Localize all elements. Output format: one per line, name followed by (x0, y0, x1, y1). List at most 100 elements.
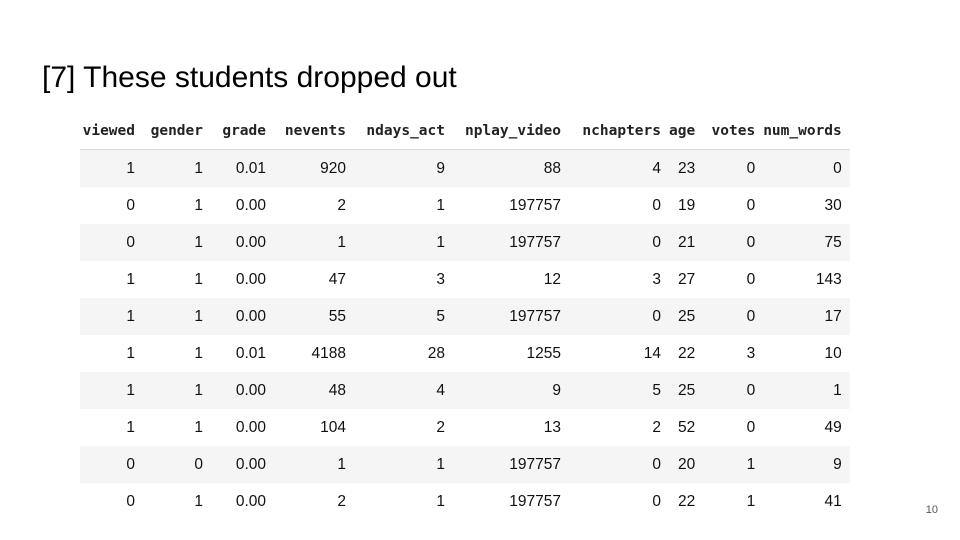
table-cell: 1 (436, 492, 445, 510)
table-cell: 1 (126, 270, 135, 288)
table-cell: 47 (328, 270, 346, 288)
table-cell: 0 (703, 224, 764, 261)
table-row: 0 1 0.00 1 1 197757 0 21 0 75 (80, 224, 850, 261)
table-cell: 25 (669, 298, 704, 335)
table-body: 1 1 0.01 920 9 88 4 23 0 0 0 1 0.00 2 1 197757 0 19 0 30 0 1 0… (80, 149, 850, 521)
table-cell: 1 (274, 446, 354, 483)
table-cell: 0 (746, 270, 756, 288)
table-row: 1 1 0.01 920 9 88 4 23 0 0 (80, 149, 850, 187)
column-header: nevents (274, 112, 354, 150)
table-cell: 25 (669, 372, 704, 409)
table-cell: 0 (569, 224, 669, 261)
table-row: 1 1 0.00 104 2 13 2 52 0 49 (80, 409, 850, 446)
table-cell: 0 (143, 446, 211, 483)
table-cell: 3 (746, 344, 756, 362)
table-cell: 0 (126, 492, 135, 510)
table-cell: 1 (354, 224, 453, 261)
table-cell: 4 (354, 372, 453, 409)
table-row: 1 1 0.00 55 5 197757 0 25 0 17 (80, 298, 850, 335)
table-cell: 1 (436, 196, 445, 214)
table-cell: 13 (543, 418, 561, 436)
table-cell: 1 (194, 492, 203, 510)
table-cell: 9 (763, 446, 850, 483)
table-cell: 0 (746, 196, 756, 214)
table-cell: 0 (763, 149, 850, 187)
table-cell: 3 (652, 270, 661, 288)
table-cell: 9 (453, 372, 569, 409)
table-cell: 197757 (509, 492, 561, 510)
table-cell: 1 (746, 492, 756, 510)
table-cell: 19 (677, 196, 696, 214)
table-cell: 1 (80, 149, 143, 187)
table-row: 0 0 0.00 1 1 197757 0 20 1 9 (80, 446, 850, 483)
table-cell: 1 (126, 418, 135, 436)
column-header: age (669, 112, 704, 150)
table-cell: 10 (824, 344, 842, 362)
table-cell: 0.00 (235, 418, 266, 436)
table-cell: 0 (652, 196, 661, 214)
table-cell: 143 (815, 270, 842, 288)
table-cell: 1 (763, 372, 850, 409)
table-cell: 1 (80, 298, 143, 335)
table-cell: 3 (436, 270, 445, 288)
table-cell: 1255 (526, 344, 561, 362)
table-cell: 1 (80, 372, 143, 409)
column-header: votes (703, 112, 764, 150)
column-header: gender (143, 112, 211, 150)
table-cell: 14 (643, 344, 661, 362)
slide-title: [7] These students dropped out (42, 61, 457, 94)
table-cell: 2 (337, 492, 346, 510)
table-cell: 4188 (311, 344, 346, 362)
table-cell: 0.01 (211, 149, 274, 187)
table-cell: 0.00 (235, 492, 266, 510)
table-cell: 0 (80, 446, 143, 483)
data-table-container: viewed gender grade nevents ndays_act np… (80, 112, 850, 520)
table-cell: 0 (652, 492, 661, 510)
table-row: 1 1 0.01 4188 28 1255 14 22 3 10 (80, 335, 850, 372)
table-cell: 48 (274, 372, 354, 409)
table-cell: 1 (274, 224, 354, 261)
table-cell: 0 (569, 446, 669, 483)
table-cell: 2 (652, 418, 661, 436)
table-cell: 0.00 (235, 270, 266, 288)
column-header: grade (211, 112, 274, 150)
table-cell: 4 (569, 149, 669, 187)
table-cell: 1 (143, 224, 211, 261)
table-cell: 0.00 (211, 224, 274, 261)
table-cell: 49 (824, 418, 842, 436)
table-row: 0 1 0.00 2 1 197757 0 22 1 41 (80, 483, 850, 520)
table-cell: 75 (763, 224, 850, 261)
table-cell: 23 (669, 149, 704, 187)
table-row: 1 1 0.00 48 4 9 5 25 0 1 (80, 372, 850, 409)
table-cell: 0.00 (235, 196, 266, 214)
table-cell: 1 (143, 372, 211, 409)
table-cell: 197757 (453, 446, 569, 483)
column-header: ndays_act (354, 112, 453, 150)
table-cell: 17 (763, 298, 850, 335)
table-cell: 0 (746, 418, 756, 436)
table-cell: 1 (143, 149, 211, 187)
table-cell: 22 (677, 344, 696, 362)
table-cell: 1 (143, 298, 211, 335)
table-cell: 104 (320, 418, 346, 436)
table-cell: 197757 (509, 196, 561, 214)
table-cell: 0.00 (211, 298, 274, 335)
column-header: num_words (763, 112, 850, 150)
table-cell: 9 (354, 149, 453, 187)
table-cell: 12 (543, 270, 561, 288)
table-cell: 0 (126, 196, 135, 214)
table-cell: 52 (677, 418, 696, 436)
table-cell: 197757 (453, 224, 569, 261)
table-cell: 1 (194, 418, 203, 436)
column-header: nchapters (569, 112, 669, 150)
table-cell: 1 (354, 446, 453, 483)
table-cell: 920 (274, 149, 354, 187)
table-cell: 0 (569, 298, 669, 335)
table-cell: 1 (194, 196, 203, 214)
table-cell: 20 (669, 446, 704, 483)
table-cell: 1 (194, 344, 203, 362)
table-header-row: viewed gender grade nevents ndays_act np… (80, 112, 850, 150)
table-cell: 1 (194, 270, 203, 288)
table-cell: 55 (274, 298, 354, 335)
table-row: 1 1 0.00 47 3 12 3 27 0 143 (80, 261, 850, 298)
